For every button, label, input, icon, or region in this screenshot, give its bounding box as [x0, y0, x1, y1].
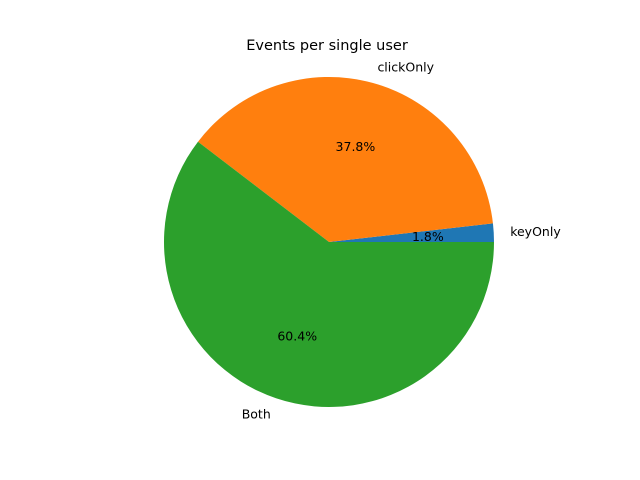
pie-slice-clickonly	[197, 76, 493, 242]
chart-title: Events per single user	[246, 38, 408, 54]
slice-percent-both: 60.4%	[277, 328, 317, 343]
slice-label-both: Both	[242, 406, 271, 421]
slice-label-clickonly: clickOnly	[377, 60, 434, 75]
pie-slice-both	[164, 141, 494, 407]
pie-slices	[164, 76, 495, 407]
slice-label-keyonly: keyOnly	[510, 224, 561, 239]
slice-percent-keyonly: 1.8%	[412, 229, 444, 244]
pie-labels: keyOnly 1.8% clickOnly 37.8% Both 60.4%	[242, 60, 562, 422]
pie-slice-keyonly	[329, 223, 495, 242]
slice-percent-clickonly: 37.8%	[336, 139, 376, 154]
